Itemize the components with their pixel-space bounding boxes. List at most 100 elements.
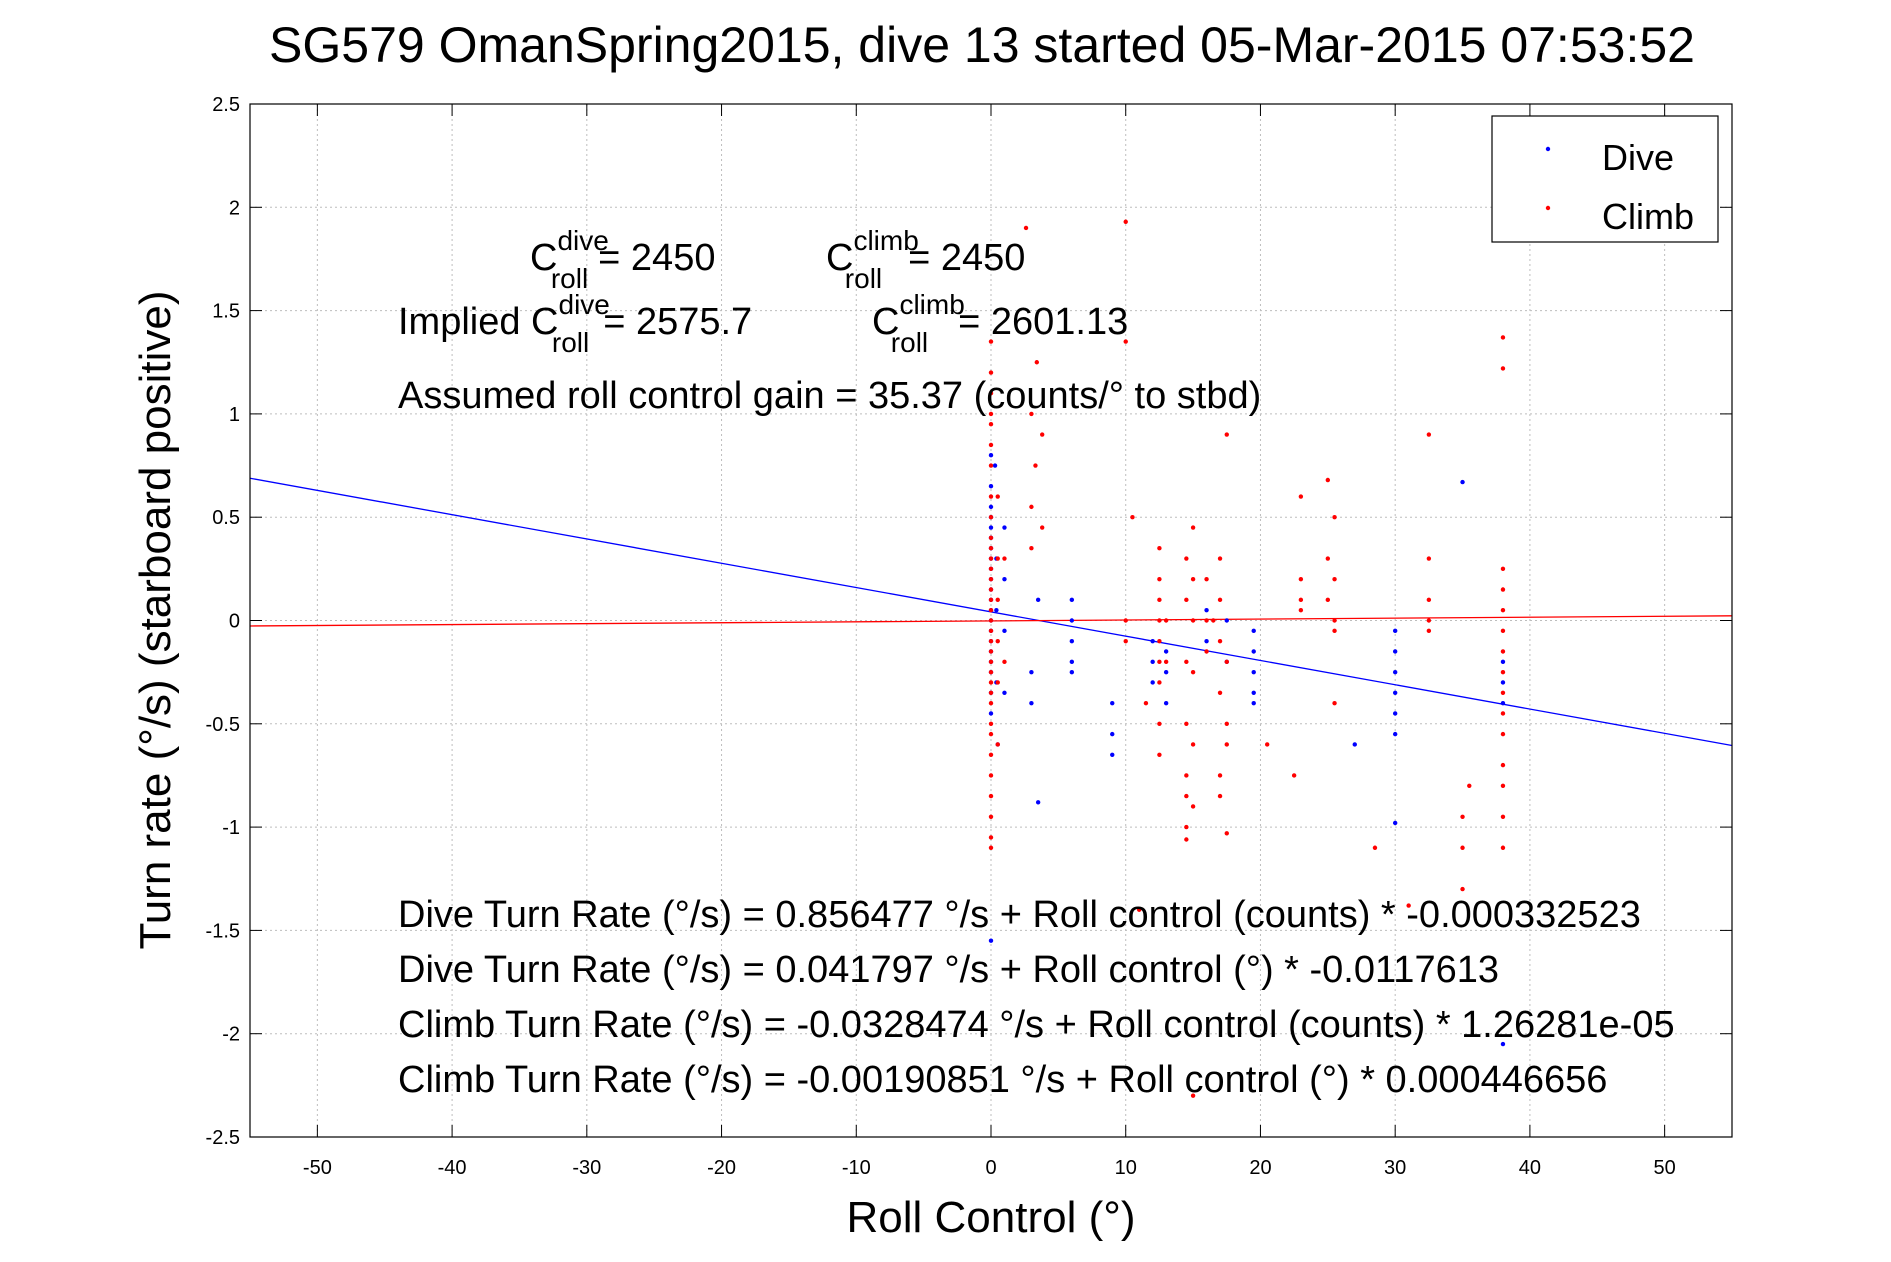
climb-point <box>1224 831 1229 836</box>
legend: Dive Climb <box>1491 115 1719 243</box>
climb-point <box>1372 845 1378 850</box>
dive-point <box>1392 690 1398 696</box>
climb-point <box>1224 659 1229 665</box>
climb-point <box>1500 690 1506 696</box>
climb-point <box>1211 618 1216 623</box>
climb-point <box>1157 638 1162 644</box>
climb-point <box>988 690 994 696</box>
dive-point <box>1251 628 1256 634</box>
climb-point <box>1029 411 1034 417</box>
climb-point <box>1184 597 1189 603</box>
climb-point <box>1157 680 1162 685</box>
climb-point <box>1184 773 1189 778</box>
dive-point <box>988 504 994 510</box>
dive-point <box>1392 628 1398 634</box>
dive-point <box>1460 479 1465 485</box>
climb-point <box>1204 576 1209 582</box>
dive-point <box>1110 752 1115 757</box>
dive-point <box>1500 1041 1506 1047</box>
climb-point <box>1130 515 1135 520</box>
climb-point <box>1190 742 1196 747</box>
climb-point <box>1332 618 1337 623</box>
climb-point <box>1500 366 1506 371</box>
c-roll-dive: Cdive roll = 2450 <box>530 225 715 294</box>
y-tick-label: -0.5 <box>206 714 240 736</box>
climb-point <box>988 391 994 396</box>
climb-point <box>988 618 994 623</box>
climb-point <box>1426 628 1432 634</box>
climb-point <box>1325 597 1331 603</box>
dive-point <box>1204 638 1209 644</box>
climb-point <box>995 556 1000 561</box>
legend-marker-climb <box>1545 205 1551 211</box>
climb-point <box>1184 659 1189 665</box>
dive-point <box>1002 525 1007 530</box>
x-tick-label: 10 <box>1115 1157 1137 1179</box>
climb-point <box>1500 731 1506 737</box>
equation-climb-counts: Climb Turn Rate (°/s) = -0.0328474 °/s +… <box>398 1004 1675 1046</box>
legend-marker-dive <box>1545 146 1551 152</box>
regression-equations: Dive Turn Rate (°/s) = 0.856477 °/s + Ro… <box>398 894 1675 1101</box>
climb-point <box>1298 597 1304 603</box>
climb-point <box>988 659 994 665</box>
climb-point <box>1291 773 1297 778</box>
climb-point <box>988 515 994 520</box>
climb-point <box>1184 556 1189 561</box>
climb-point <box>988 628 994 634</box>
climb-point <box>1500 649 1506 654</box>
dive-point <box>1500 659 1506 665</box>
climb-point <box>995 597 1000 603</box>
x-tick-label: 20 <box>1249 1157 1271 1179</box>
x-tick-label: -20 <box>707 1157 736 1179</box>
y-axis-ticks: -2.5 -2 -1.5 -1 -0.5 0 0.5 1 1.5 2 2.5 <box>206 94 1732 1149</box>
climb-point <box>1217 793 1223 799</box>
climb-point <box>988 669 994 675</box>
climb-point <box>1002 556 1007 561</box>
climb-point <box>988 556 994 561</box>
dive-point <box>1002 690 1007 696</box>
climb-point <box>988 576 994 582</box>
dive-point <box>994 607 999 613</box>
climb-point <box>1184 721 1189 726</box>
climb-point <box>1157 576 1162 582</box>
dive-point <box>1035 597 1041 603</box>
climb-point <box>1157 752 1162 757</box>
dive-point <box>988 484 994 489</box>
dive-point <box>1029 669 1034 675</box>
climb-point <box>1500 335 1506 340</box>
climb-point <box>1190 576 1196 582</box>
climb-point <box>1500 762 1506 768</box>
climb-point <box>1163 659 1169 665</box>
climb-point <box>1500 814 1506 819</box>
climb-point <box>988 721 994 726</box>
c-roll-climb: Cclimb roll = 2450 <box>826 225 1025 294</box>
x-tick-label: -30 <box>572 1157 601 1179</box>
dive-point <box>1110 731 1115 737</box>
x-tick-label: 0 <box>985 1157 996 1179</box>
y-tick-label: 0.5 <box>212 507 240 529</box>
climb-point <box>1467 783 1472 788</box>
climb-point <box>1460 814 1465 819</box>
chart-title: SG579 OmanSpring2015, dive 13 started 05… <box>269 17 1695 73</box>
climb-point <box>1500 711 1506 716</box>
climb-point <box>988 545 994 551</box>
dive-point <box>988 711 994 716</box>
climb-point <box>988 649 994 654</box>
dive-point <box>988 453 994 458</box>
climb-point <box>1332 515 1337 520</box>
climb-point <box>1500 669 1506 675</box>
climb-point <box>1123 339 1128 344</box>
climb-point <box>1332 576 1337 582</box>
climb-point <box>988 814 994 819</box>
climb-point <box>1217 690 1223 696</box>
dive-point <box>1352 742 1357 747</box>
dive-point <box>1392 820 1398 826</box>
climb-point <box>1163 618 1169 623</box>
climb-point <box>1033 463 1038 468</box>
y-tick-label: 2 <box>229 197 240 219</box>
climb-point <box>1204 618 1209 623</box>
climb-point <box>1500 566 1506 572</box>
climb-point <box>1217 773 1223 778</box>
climb-point <box>1298 494 1304 499</box>
dive-point <box>1150 659 1155 665</box>
